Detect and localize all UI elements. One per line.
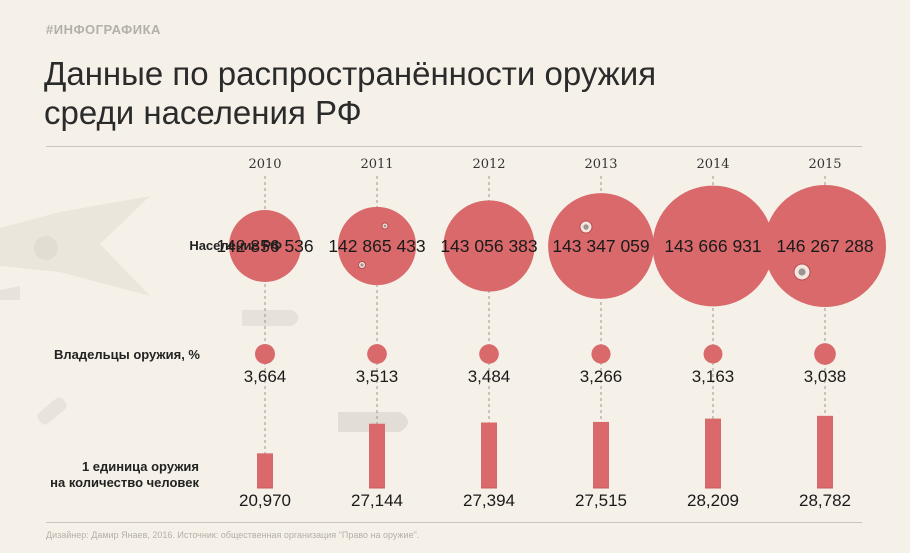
owners-dot-2011 xyxy=(367,344,387,364)
owners-dot-2014 xyxy=(703,344,723,364)
casing-shape xyxy=(0,286,20,300)
year-label-2014: 2014 xyxy=(696,157,729,172)
ratio-label-2012: 27,394 xyxy=(463,491,515,510)
year-label-2010: 2010 xyxy=(248,157,281,172)
title-line-2: среди населения РФ xyxy=(44,94,362,131)
population-label-2010: 142 856 536 xyxy=(216,236,313,256)
ratio-label-2015: 28,782 xyxy=(799,491,851,510)
credits: Дизайнер: Дамир Янаев, 2016. Источник: о… xyxy=(46,530,420,540)
population-bubble-2014 xyxy=(652,185,774,307)
decorative-bullets xyxy=(0,196,408,432)
owners-label-2013: 3,266 xyxy=(580,367,623,386)
owners-label-2014: 3,163 xyxy=(692,367,735,386)
ratio-label-2014: 28,209 xyxy=(687,491,739,510)
population-bubble-2011 xyxy=(337,206,417,286)
owners-dot-2010 xyxy=(255,344,275,364)
row-label-ratio-line-2: на количество человек xyxy=(50,475,199,490)
owners-label-2015: 3,038 xyxy=(804,367,847,386)
ratio-bar-2011 xyxy=(369,423,385,488)
bullet-shape-1 xyxy=(242,310,299,326)
population-label-2015: 146 267 288 xyxy=(776,236,873,256)
ratio-label-2013: 27,515 xyxy=(575,491,627,510)
ratio-label-2010: 20,970 xyxy=(239,491,291,510)
bullet-hole-core-3 xyxy=(583,224,589,230)
row-label-ratio-line-1: 1 единица оружия xyxy=(81,459,199,474)
owners-dot-2013 xyxy=(591,344,611,364)
owners-dot-2012 xyxy=(479,344,499,364)
population-label-2012: 143 056 383 xyxy=(440,236,537,256)
year-label-2012: 2012 xyxy=(472,157,505,172)
year-label-2011: 2011 xyxy=(360,157,393,172)
bullet-shape-2 xyxy=(338,412,408,432)
population-label-2011: 142 865 433 xyxy=(328,236,425,256)
population-bubble-2012 xyxy=(443,200,535,292)
bullet-hole-core-4 xyxy=(798,268,806,276)
ratio-bar-2010 xyxy=(257,453,273,488)
chart-marks: 2010 142 856 536 3,664 20,970 2011 142 865 43… xyxy=(216,157,886,510)
population-label-2013: 143 347 059 xyxy=(552,236,649,256)
bullet-hole-core-1 xyxy=(383,224,387,228)
population-bubble-2015 xyxy=(764,185,886,307)
owners-label-2011: 3,513 xyxy=(356,367,399,386)
ratio-bar-2013 xyxy=(593,421,609,488)
year-label-2013: 2013 xyxy=(584,157,617,172)
owners-label-2010: 3,664 xyxy=(244,367,287,386)
owners-dot-2015 xyxy=(814,343,836,365)
row-label-owners: Владельцы оружия, % xyxy=(54,347,200,362)
owners-label-2012: 3,484 xyxy=(468,367,511,386)
population-bubble-2010 xyxy=(229,210,301,282)
population-bubble-2013 xyxy=(548,193,654,299)
row-label-population: Население РФ xyxy=(189,238,282,253)
page-title: Данные по распространённости оружия сред… xyxy=(44,54,656,132)
top-divider xyxy=(46,146,862,147)
ratio-bar-2014 xyxy=(705,418,721,488)
ratio-bar-2015 xyxy=(817,415,833,488)
ratio-bar-2012 xyxy=(481,422,497,488)
ratio-label-2011: 27,144 xyxy=(351,491,403,510)
population-label-2014: 143 666 931 xyxy=(664,236,761,256)
arrowhead-shape xyxy=(0,196,150,296)
infographic-tag: #ИНФОГРАФИКА xyxy=(46,22,161,37)
title-line-1: Данные по распространённости оружия xyxy=(44,55,657,92)
arrowhead-dot xyxy=(34,236,58,260)
bottom-divider xyxy=(46,522,862,523)
row-label-ratio: 1 единица оружия на количество человек xyxy=(50,459,199,491)
year-label-2015: 2015 xyxy=(808,157,841,172)
bullet-hole-core-2 xyxy=(360,263,364,267)
bullet-shape-3 xyxy=(37,397,67,425)
